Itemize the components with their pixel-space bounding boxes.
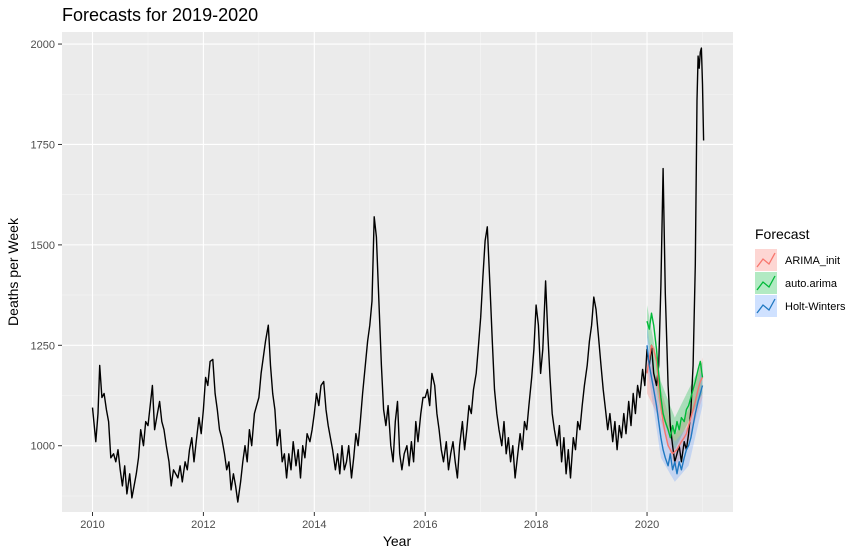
y-axis-title: Deaths per Week	[5, 217, 21, 326]
x-tick-label: 2012	[191, 519, 215, 531]
legend-key-holt-winters: Holt-Winters	[755, 295, 846, 317]
x-axis-title: Year	[383, 533, 412, 549]
holt-winters-series-line	[646, 345, 704, 475]
chart-title: Forecasts for 2019-2020	[62, 5, 258, 25]
x-tick-label: 2010	[80, 519, 104, 531]
legend-line-glyph	[756, 298, 776, 314]
y-tick-label: 1000	[31, 441, 55, 453]
legend-label: auto.arima	[785, 278, 838, 290]
legend-label: ARIMA_init	[785, 255, 840, 267]
legend-swatch	[755, 249, 777, 271]
observed-series-line	[91, 47, 705, 503]
legend-key-arima-init: ARIMA_init	[755, 249, 840, 271]
legend-title: Forecast	[755, 226, 810, 242]
x-tick-label: 2020	[635, 519, 659, 531]
y-tick-label: 2000	[31, 39, 55, 51]
legend-key-auto-arima: auto.arima	[755, 272, 838, 294]
holt-winters-interval-band	[647, 325, 703, 482]
auto-arima-interval-band	[647, 305, 703, 450]
arima-init-series-line	[646, 344, 704, 455]
plot-panel	[62, 32, 733, 512]
y-tick-label: 1750	[31, 139, 55, 151]
legend: Forecast ARIMA_init auto.arima Holt-Winter…	[755, 226, 846, 317]
series-layer	[91, 47, 705, 503]
legend-line-glyph	[756, 275, 776, 291]
legend-swatch	[755, 272, 777, 294]
x-tick-label: 2014	[302, 519, 326, 531]
y-tick-label: 1250	[31, 340, 55, 352]
axes-layer: 2010 2012 2014 2016 2018 2020 1000 1250 1500 1750…	[31, 39, 660, 531]
y-tick-label: 1500	[31, 240, 55, 252]
legend-line-glyph	[756, 252, 776, 268]
auto-arima-series-line	[646, 312, 704, 439]
legend-label: Holt-Winters	[785, 301, 846, 313]
x-tick-label: 2016	[413, 519, 437, 531]
legend-swatch	[755, 295, 777, 317]
panel-background	[62, 32, 733, 512]
x-tick-label: 2018	[524, 519, 548, 531]
arima-init-interval-band	[647, 353, 703, 468]
